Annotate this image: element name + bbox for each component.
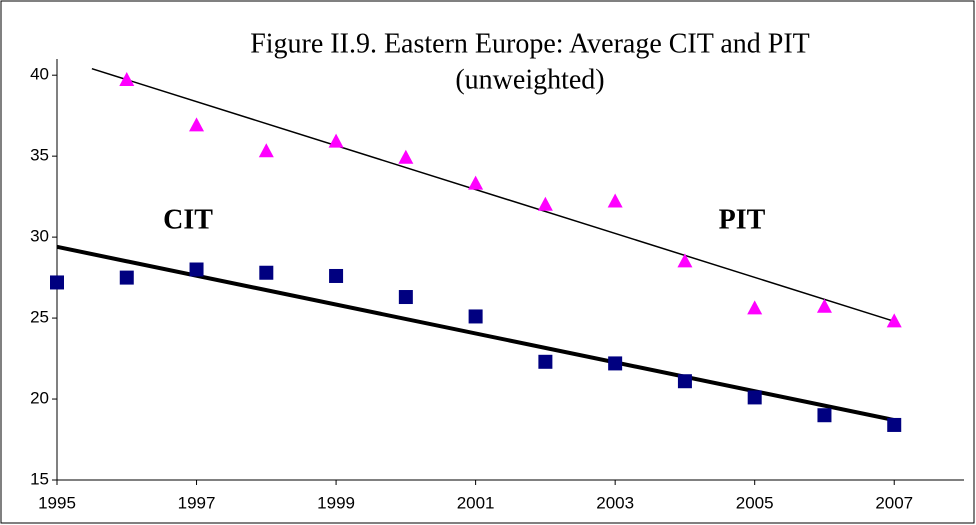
point <box>398 290 413 305</box>
x-tick-label: 2001 <box>457 493 495 512</box>
chart-subtitle: (unweighted) <box>455 64 604 95</box>
x-tick-label: 1995 <box>38 493 76 512</box>
trend-line <box>91 68 895 323</box>
point <box>398 149 414 164</box>
point <box>677 253 693 268</box>
x-tick-label: 2003 <box>596 493 634 512</box>
point <box>677 374 692 389</box>
y-tick-label: 35 <box>30 146 49 165</box>
chart-title: Figure II.9. Eastern Europe: Average CIT… <box>250 28 810 59</box>
x-tick-label: 1997 <box>178 493 216 512</box>
point <box>258 143 274 158</box>
point <box>189 262 204 277</box>
x-tick-label: 2007 <box>875 493 913 512</box>
x-tick-label: 2005 <box>736 493 774 512</box>
y-tick-label: 20 <box>30 389 49 408</box>
point <box>189 117 205 132</box>
point <box>468 309 483 324</box>
point <box>468 175 484 190</box>
series-label: PIT <box>719 204 766 235</box>
point <box>887 417 902 432</box>
x-tick-label: 1999 <box>317 493 355 512</box>
point <box>119 270 134 285</box>
point <box>817 408 832 423</box>
point <box>607 193 623 208</box>
y-tick-label: 15 <box>30 469 49 488</box>
point <box>538 354 553 369</box>
point <box>747 300 763 315</box>
point <box>886 313 902 328</box>
y-tick-label: 25 <box>30 308 49 327</box>
point <box>50 275 64 290</box>
y-tick-label: 30 <box>30 227 49 246</box>
point <box>747 390 762 405</box>
point <box>537 196 553 211</box>
point <box>608 356 623 371</box>
point <box>329 268 344 283</box>
point <box>119 72 135 87</box>
point <box>328 133 344 148</box>
series-label: CIT <box>163 204 213 235</box>
point <box>259 265 274 280</box>
point <box>816 298 832 313</box>
y-tick-label: 40 <box>30 65 49 84</box>
